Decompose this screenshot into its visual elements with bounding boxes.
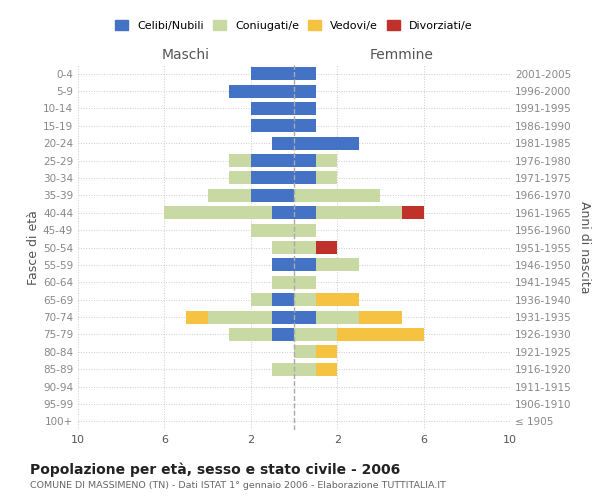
Bar	[294, 293, 316, 306]
Y-axis label: Fasce di età: Fasce di età	[27, 210, 40, 285]
Bar	[272, 258, 294, 272]
Bar	[294, 258, 316, 272]
Bar	[229, 154, 251, 167]
Bar	[294, 102, 316, 115]
Bar	[208, 310, 272, 324]
Bar	[294, 120, 316, 132]
Bar	[251, 293, 272, 306]
Bar	[251, 224, 294, 236]
Bar	[208, 189, 251, 202]
Text: Maschi: Maschi	[162, 48, 210, 62]
Bar	[272, 293, 294, 306]
Bar	[251, 120, 294, 132]
Bar	[294, 241, 316, 254]
Bar	[316, 154, 337, 167]
Bar	[251, 154, 294, 167]
Bar	[272, 276, 294, 289]
Bar	[272, 362, 294, 376]
Bar	[229, 328, 272, 341]
Bar	[316, 362, 337, 376]
Bar	[294, 362, 316, 376]
Bar	[251, 172, 294, 184]
Bar	[316, 310, 359, 324]
Bar	[251, 102, 294, 115]
Bar	[402, 206, 424, 220]
Bar	[316, 293, 359, 306]
Bar	[294, 84, 316, 98]
Bar	[294, 328, 337, 341]
Y-axis label: Anni di nascita: Anni di nascita	[578, 201, 591, 294]
Bar	[251, 67, 294, 80]
Bar	[294, 276, 316, 289]
Bar	[229, 172, 251, 184]
Bar	[272, 136, 294, 149]
Bar	[359, 310, 402, 324]
Bar	[294, 136, 359, 149]
Bar	[294, 206, 316, 220]
Bar	[272, 328, 294, 341]
Text: Femmine: Femmine	[370, 48, 434, 62]
Bar	[337, 328, 424, 341]
Bar	[251, 189, 294, 202]
Bar	[294, 224, 316, 236]
Bar	[294, 189, 380, 202]
Bar	[272, 206, 294, 220]
Bar	[316, 258, 359, 272]
Bar	[164, 206, 272, 220]
Text: Popolazione per età, sesso e stato civile - 2006: Popolazione per età, sesso e stato civil…	[30, 462, 400, 477]
Bar	[272, 310, 294, 324]
Text: COMUNE DI MASSIMENO (TN) - Dati ISTAT 1° gennaio 2006 - Elaborazione TUTTITALIA.: COMUNE DI MASSIMENO (TN) - Dati ISTAT 1°…	[30, 481, 446, 490]
Bar	[294, 67, 316, 80]
Bar	[294, 172, 316, 184]
Bar	[272, 241, 294, 254]
Bar	[294, 310, 316, 324]
Bar	[316, 241, 337, 254]
Bar	[229, 84, 294, 98]
Bar	[316, 206, 402, 220]
Bar	[316, 172, 337, 184]
Bar	[294, 154, 316, 167]
Bar	[316, 346, 337, 358]
Bar	[294, 346, 316, 358]
Bar	[186, 310, 208, 324]
Legend: Celibi/Nubili, Coniugati/e, Vedovi/e, Divorziati/e: Celibi/Nubili, Coniugati/e, Vedovi/e, Di…	[111, 16, 477, 36]
